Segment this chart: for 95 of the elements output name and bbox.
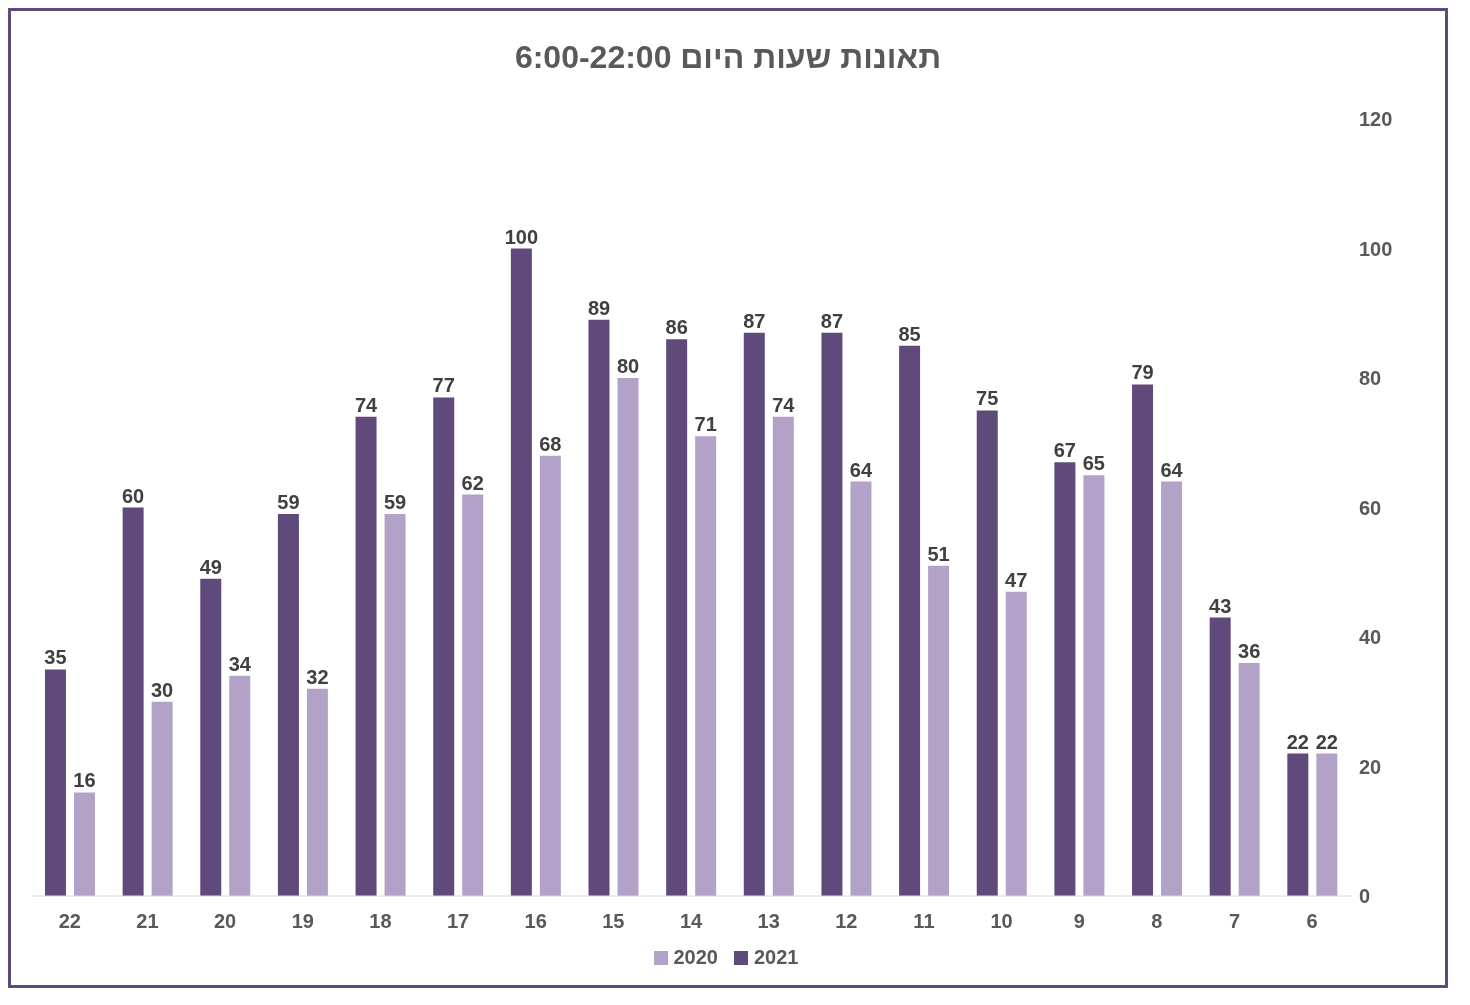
data-label: 60 [122, 484, 145, 507]
bar [772, 416, 794, 896]
data-label: 68 [539, 432, 562, 455]
x-tick-label: 11 [913, 910, 935, 933]
data-label: 65 [1082, 452, 1106, 475]
bar [588, 319, 610, 896]
x-tick-label: 6 [1306, 910, 1318, 933]
bar [1287, 753, 1309, 896]
x-tick-label: 21 [136, 910, 159, 933]
data-label: 49 [199, 555, 222, 578]
x-tick-label: 17 [446, 910, 470, 933]
bar [151, 701, 173, 896]
bar [1238, 662, 1260, 896]
data-label: 34 [228, 652, 252, 675]
bar [821, 332, 843, 896]
x-tick-label: 16 [524, 910, 547, 933]
data-label: 35 [44, 646, 67, 669]
bar [433, 397, 455, 896]
data-label: 59 [277, 490, 300, 513]
data-label: 80 [616, 355, 640, 377]
bar [1132, 384, 1154, 896]
data-label: 86 [665, 316, 688, 339]
data-label: 59 [383, 490, 407, 513]
bar [928, 565, 950, 896]
legend-label: 2020 [672, 946, 718, 969]
bar [743, 332, 765, 896]
x-tick-label: 13 [757, 910, 780, 933]
x-tick-label: 12 [835, 910, 858, 933]
y-tick-label: 80 [1359, 367, 1382, 390]
data-label: 22 [1315, 730, 1338, 753]
data-label: 75 [976, 387, 999, 410]
y-tick-label: 0 [1359, 885, 1371, 908]
data-label: 87 [820, 309, 844, 332]
data-label: 51 [927, 542, 950, 565]
bar [617, 378, 639, 896]
bar [200, 578, 222, 896]
bar [229, 675, 251, 896]
bar [695, 436, 717, 896]
bar [1209, 617, 1231, 896]
data-label: 85 [898, 322, 921, 345]
legend-label: 2021 [753, 946, 799, 969]
data-label: 79 [1131, 361, 1154, 384]
data-label: 64 [1160, 458, 1184, 481]
x-tick-label: 22 [58, 910, 81, 933]
data-label: 36 [1238, 639, 1261, 662]
x-tick-label: 10 [990, 910, 1013, 933]
y-tick-label: 100 [1359, 237, 1393, 260]
data-label: 30 [151, 678, 174, 701]
y-tick-label: 40 [1359, 626, 1382, 649]
bar [976, 410, 998, 896]
data-label: 22 [1286, 730, 1309, 753]
x-tick-label: 14 [679, 910, 703, 933]
bar [384, 513, 406, 896]
data-label: 64 [849, 458, 873, 481]
bar [1316, 753, 1338, 896]
bar [899, 345, 921, 896]
x-tick-label: 8 [1151, 910, 1163, 933]
bar [44, 669, 66, 896]
x-tick-label: 19 [291, 910, 314, 933]
bar [306, 688, 328, 896]
x-tick-label: 9 [1073, 910, 1085, 933]
bar [73, 792, 95, 896]
data-label: 43 [1209, 594, 1232, 617]
bar [122, 507, 144, 896]
bar [850, 481, 872, 896]
bar [1083, 475, 1105, 896]
y-tick-label: 20 [1359, 755, 1382, 778]
bar [1005, 591, 1027, 896]
data-label: 32 [306, 665, 329, 688]
bar [539, 455, 561, 896]
data-label: 74 [772, 393, 796, 416]
bar [1161, 481, 1183, 896]
y-tick-label: 120 [1359, 108, 1393, 131]
data-label: 74 [354, 393, 379, 416]
data-label: 16 [73, 769, 96, 792]
data-label: 67 [1053, 439, 1077, 462]
data-label: 100 [504, 225, 539, 248]
data-label: 77 [432, 374, 455, 397]
bar [355, 416, 377, 896]
x-tick-label: 20 [213, 910, 237, 933]
chart-title: תאונות שעות היום 6:00-22:00 [513, 38, 943, 77]
bar [510, 248, 532, 896]
bar [462, 494, 484, 896]
data-label: 71 [694, 413, 717, 436]
y-tick-label: 60 [1359, 496, 1382, 519]
data-label: 89 [587, 296, 611, 319]
x-tick-label: 15 [602, 910, 625, 933]
data-label: 62 [461, 471, 484, 494]
bar [1054, 462, 1076, 896]
x-tick-label: 7 [1228, 910, 1241, 933]
x-tick-label: 18 [369, 910, 392, 933]
data-label: 47 [1005, 568, 1028, 591]
bar [277, 513, 299, 896]
bar [666, 339, 688, 896]
data-label: 87 [743, 309, 766, 332]
